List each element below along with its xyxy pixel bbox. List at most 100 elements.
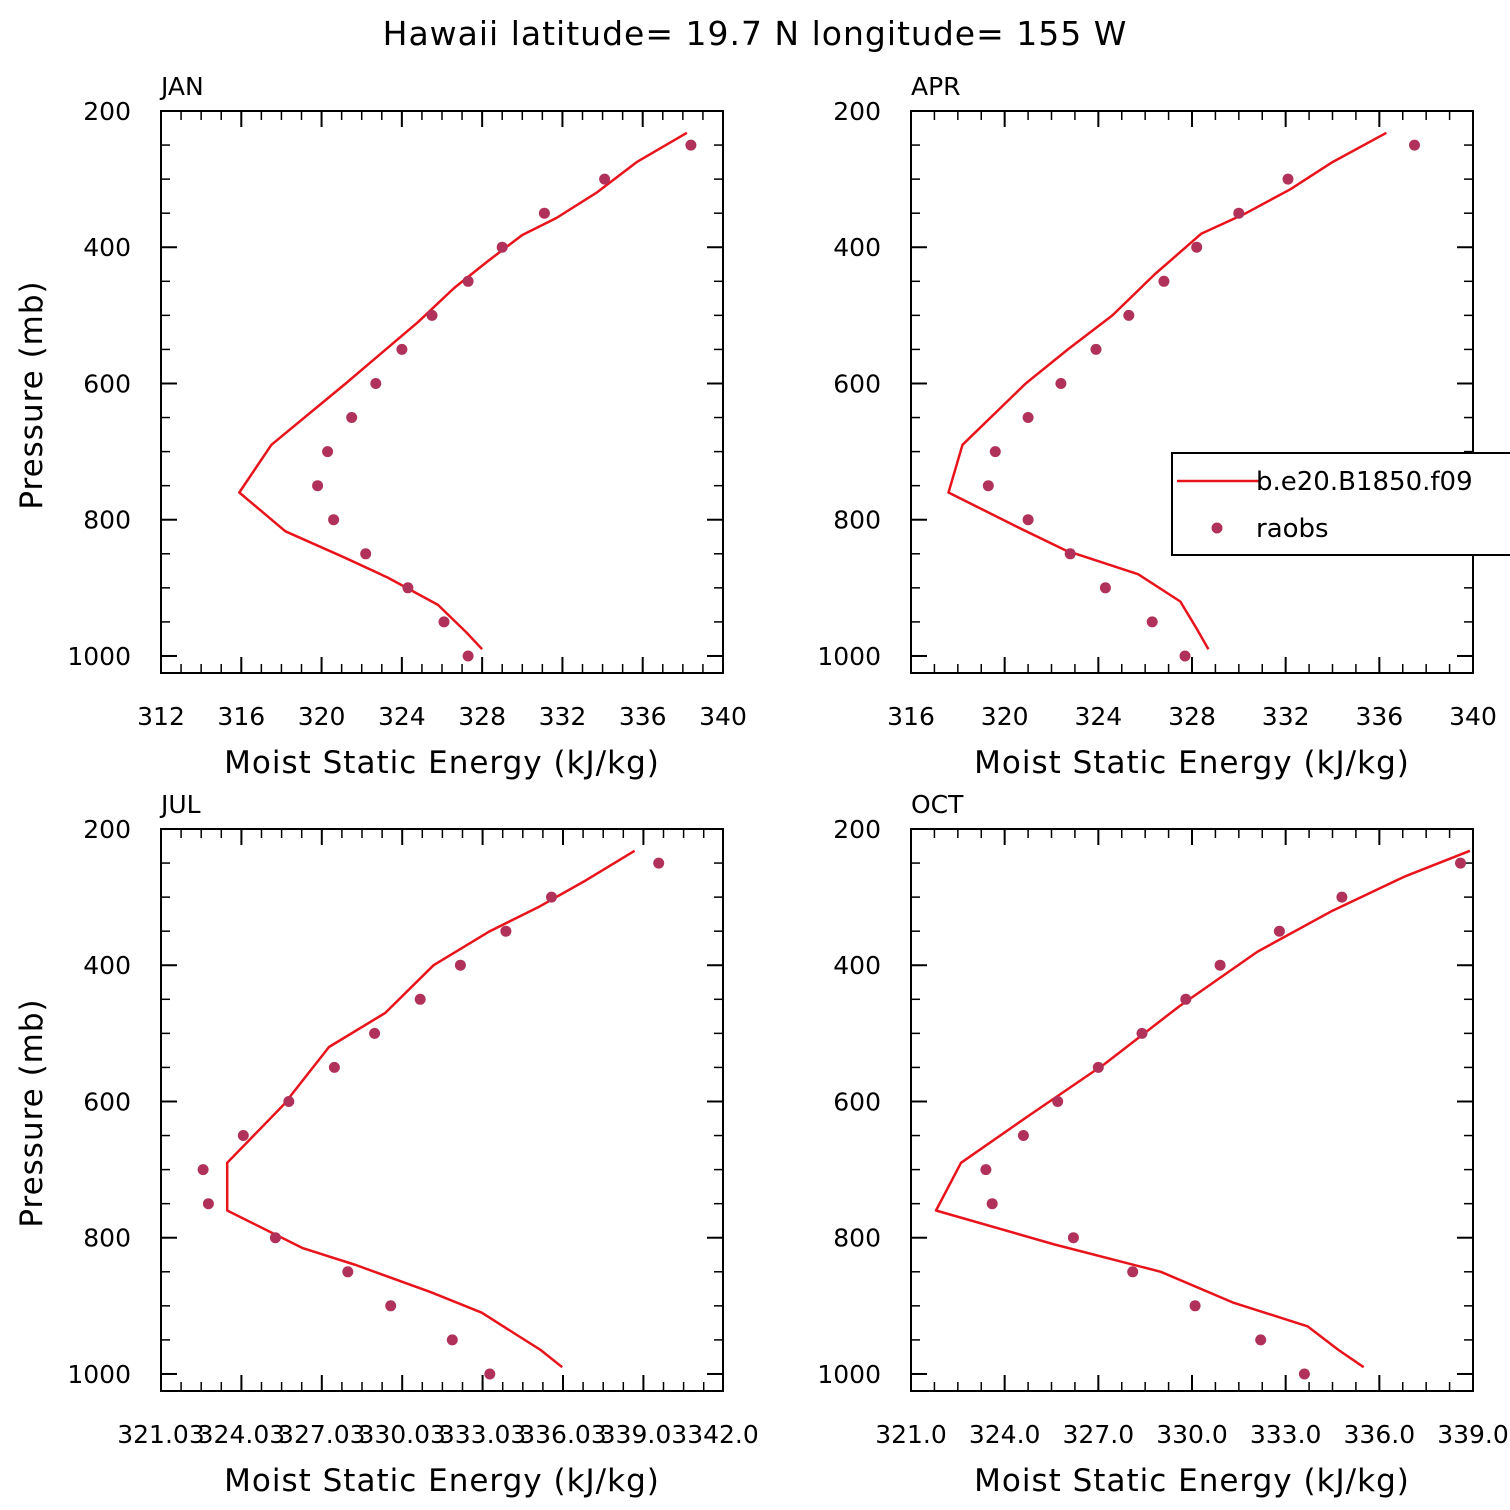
y-tick-label: 800 <box>833 506 881 535</box>
raobs-point <box>1022 412 1034 423</box>
panel-apr: APR 316 320 324 328 332 336 340 200 400 600 800 1000… <box>817 72 1496 781</box>
x-tick-label: 316 <box>217 702 265 731</box>
x-tick-label: 312 <box>137 702 185 731</box>
raobs-point <box>1180 993 1192 1005</box>
raobs-point <box>369 1027 381 1039</box>
raobs-point <box>414 993 426 1005</box>
x-tick-label: 339.0 <box>1437 1420 1509 1449</box>
raobs-point <box>202 1198 214 1210</box>
raobs-point <box>438 616 450 628</box>
model-profile-line <box>947 131 1387 650</box>
x-tick-label: 336 <box>619 702 667 731</box>
raobs-point <box>1158 275 1170 287</box>
y-tick-label: 1000 <box>817 1360 881 1389</box>
raobs-point <box>237 1130 249 1141</box>
panel-label: JUL <box>159 790 201 819</box>
raobs-point <box>1179 650 1191 662</box>
raobs-point <box>1136 1027 1148 1039</box>
panel-jan: JAN 312 316 320 324 328 332 336 340 200 400 600 800 1… <box>14 72 747 781</box>
raobs-point <box>328 514 340 526</box>
panels: JAN 312 316 320 324 328 332 336 340 200 400 600 800 1… <box>14 72 1509 1499</box>
raobs-point <box>538 207 550 219</box>
model-profile-line <box>225 849 636 1369</box>
plot-frame <box>910 110 1474 674</box>
y-tick-label: 400 <box>83 233 131 262</box>
raobs-point <box>989 446 1001 458</box>
y-axis-label: Pressure (mb) <box>14 280 50 509</box>
raobs-point <box>1090 343 1102 355</box>
x-tick-label: 330.03 <box>358 1420 445 1449</box>
raobs-point <box>1214 959 1226 971</box>
raobs-point <box>396 343 408 355</box>
raobs-point <box>1409 139 1420 151</box>
x-axis-label: Moist Static Energy (kJ/kg) <box>224 1463 660 1499</box>
y-tick-label: 200 <box>833 97 881 126</box>
raobs-point <box>496 241 508 253</box>
plot-frame <box>160 110 724 674</box>
raobs-point <box>1017 1130 1029 1141</box>
raobs-point <box>1092 1061 1104 1073</box>
y-tick-label: 800 <box>83 1224 131 1253</box>
figure-title: Hawaii latitude= 19.7 N longitude= 155 W <box>383 14 1128 53</box>
raobs-point <box>653 857 665 869</box>
x-tick-label: 340 <box>699 702 747 731</box>
x-axis-label: Moist Static Energy (kJ/kg) <box>974 1463 1410 1499</box>
y-tick-label: 600 <box>83 369 131 398</box>
x-tick-label: 324 <box>378 702 426 731</box>
raobs-point <box>197 1164 209 1176</box>
raobs-point <box>446 1334 458 1346</box>
raobs-point <box>1055 378 1067 389</box>
x-axis-label: Moist Static Energy (kJ/kg) <box>224 745 660 781</box>
raobs-point <box>370 378 382 389</box>
model-profile-line <box>238 131 688 651</box>
x-tick-label: 316 <box>887 702 935 731</box>
x-tick-label: 321.0 <box>875 1420 947 1449</box>
raobs-point <box>1067 1232 1079 1244</box>
raobs-point <box>385 1300 397 1312</box>
raobs-point <box>1123 309 1135 321</box>
panel-oct: OCT 321.0 324.0 327.0 330.0 333.0 336.0 339.0 20… <box>817 790 1508 1499</box>
raobs-point <box>982 480 994 492</box>
raobs-point <box>1191 241 1203 253</box>
raobs-point <box>1146 616 1158 628</box>
y-tick-label: 200 <box>833 815 881 844</box>
raobs-point <box>685 139 697 151</box>
y-tick-label: 800 <box>833 1224 881 1253</box>
raobs-point <box>402 582 414 594</box>
raobs-point <box>312 480 324 492</box>
raobs-point <box>269 1232 281 1244</box>
y-tick-label: 200 <box>83 815 131 844</box>
raobs-point <box>1052 1096 1064 1107</box>
raobs-point <box>462 650 474 662</box>
raobs-point <box>346 412 358 423</box>
x-tick-label: 332 <box>1262 702 1310 731</box>
raobs-point <box>426 309 438 321</box>
raobs-point <box>1189 1300 1201 1312</box>
raobs-point <box>1022 514 1034 526</box>
x-tick-label: 336.03 <box>519 1420 606 1449</box>
raobs-point <box>283 1096 295 1107</box>
x-tick-label: 330.0 <box>1156 1420 1228 1449</box>
panel-label: OCT <box>911 790 964 819</box>
panel-label: JAN <box>159 72 204 101</box>
y-tick-label: 1000 <box>67 1360 131 1389</box>
legend-label-raobs: raobs <box>1256 514 1329 544</box>
legend-box <box>1171 452 1510 556</box>
raobs-point <box>599 173 611 185</box>
legend-marker-swatch <box>1211 522 1223 534</box>
x-tick-label: 340 <box>1449 702 1497 731</box>
y-tick-label: 600 <box>83 1087 131 1116</box>
raobs-point <box>342 1266 354 1278</box>
y-tick-label: 1000 <box>817 642 881 671</box>
x-tick-label: 324 <box>1074 702 1122 731</box>
x-tick-label: 320 <box>981 702 1029 731</box>
x-tick-label: 321.03 <box>117 1420 204 1449</box>
x-tick-label: 336.0 <box>1344 1420 1416 1449</box>
raobs-point <box>1233 207 1245 219</box>
raobs-point <box>1099 582 1111 594</box>
raobs-point <box>1255 1334 1267 1346</box>
x-axis-label: Moist Static Energy (kJ/kg) <box>974 745 1410 781</box>
y-tick-label: 600 <box>833 369 881 398</box>
raobs-point <box>454 959 466 971</box>
